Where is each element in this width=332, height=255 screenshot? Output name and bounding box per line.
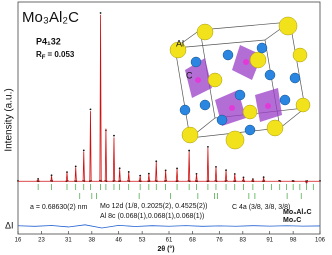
observed-point: [155, 160, 158, 163]
observed-point: [233, 173, 236, 175]
observed-point: [82, 149, 85, 152]
x-tick-label: 53: [139, 238, 146, 244]
x-tick-label: 98: [290, 238, 297, 244]
x-tick-label: 68: [189, 238, 196, 244]
observed-point: [207, 145, 209, 148]
rf-value: = 0.053: [47, 50, 74, 59]
x-tick-label: 83: [239, 238, 246, 244]
observed-point: [242, 176, 245, 179]
rf-text: RF = 0.053: [36, 50, 75, 60]
observed-point: [89, 108, 92, 111]
rf-sub: F: [42, 55, 46, 61]
annotation: a = 0.68630(2) nm: [30, 204, 88, 211]
observed-point: [147, 172, 150, 175]
observed-point: [215, 165, 217, 168]
observed-point: [164, 169, 167, 172]
observed-point: [66, 171, 68, 174]
observed-point: [139, 174, 142, 177]
x-tick-label: 91: [266, 238, 273, 244]
y-axis-label: Intensity (a.u.): [4, 88, 15, 151]
legend-label: Mo₃Al₂C: [283, 209, 312, 216]
x-tick-label: 61: [166, 238, 173, 244]
observed-point: [74, 165, 77, 168]
observed-point: [195, 172, 198, 175]
observed-point: [262, 176, 265, 179]
chart-title: Mo₃Al₂C: [22, 9, 79, 26]
observed-point: [50, 174, 53, 177]
x-tick-label: 23: [38, 238, 45, 244]
observed-point: [225, 169, 227, 172]
observed-point: [99, 12, 102, 14]
plot-frame: [17, 1, 321, 235]
annotation: C 4a (3/8, 3/8, 3/8): [232, 204, 290, 211]
inset-label: Al: [176, 38, 184, 48]
observed-point: [127, 171, 130, 173]
space-group: P4₁32: [36, 36, 61, 46]
annotation: Al 8c (0.068(1),0.068(1),0.068(1)): [100, 213, 204, 220]
observed-point: [113, 134, 115, 137]
calculated-line: [18, 14, 320, 185]
rf-symbol: R: [36, 50, 42, 59]
x-tick-label: 76: [216, 238, 223, 244]
observed-point: [118, 167, 121, 170]
x-tick-label: 38: [88, 238, 95, 244]
annotation: Mo 12d (1/8, 0.2025(2), 0.4525(2)): [100, 203, 207, 210]
x-tick-label: 106: [315, 238, 326, 244]
x-tick-label: 46: [115, 238, 122, 244]
inset-label: C: [186, 70, 193, 80]
observed-point: [176, 167, 178, 170]
observed-point: [188, 149, 191, 152]
legend-label: Mo₂C: [283, 217, 301, 224]
x-tick-label: 31: [65, 238, 72, 244]
difference-line: [17, 224, 321, 229]
x-axis-label: 2θ (°): [157, 245, 174, 253]
diff-label: ΔI: [5, 220, 14, 230]
x-tick-label: 16: [15, 238, 22, 244]
crystal-inset: Al C: [169, 16, 311, 150]
